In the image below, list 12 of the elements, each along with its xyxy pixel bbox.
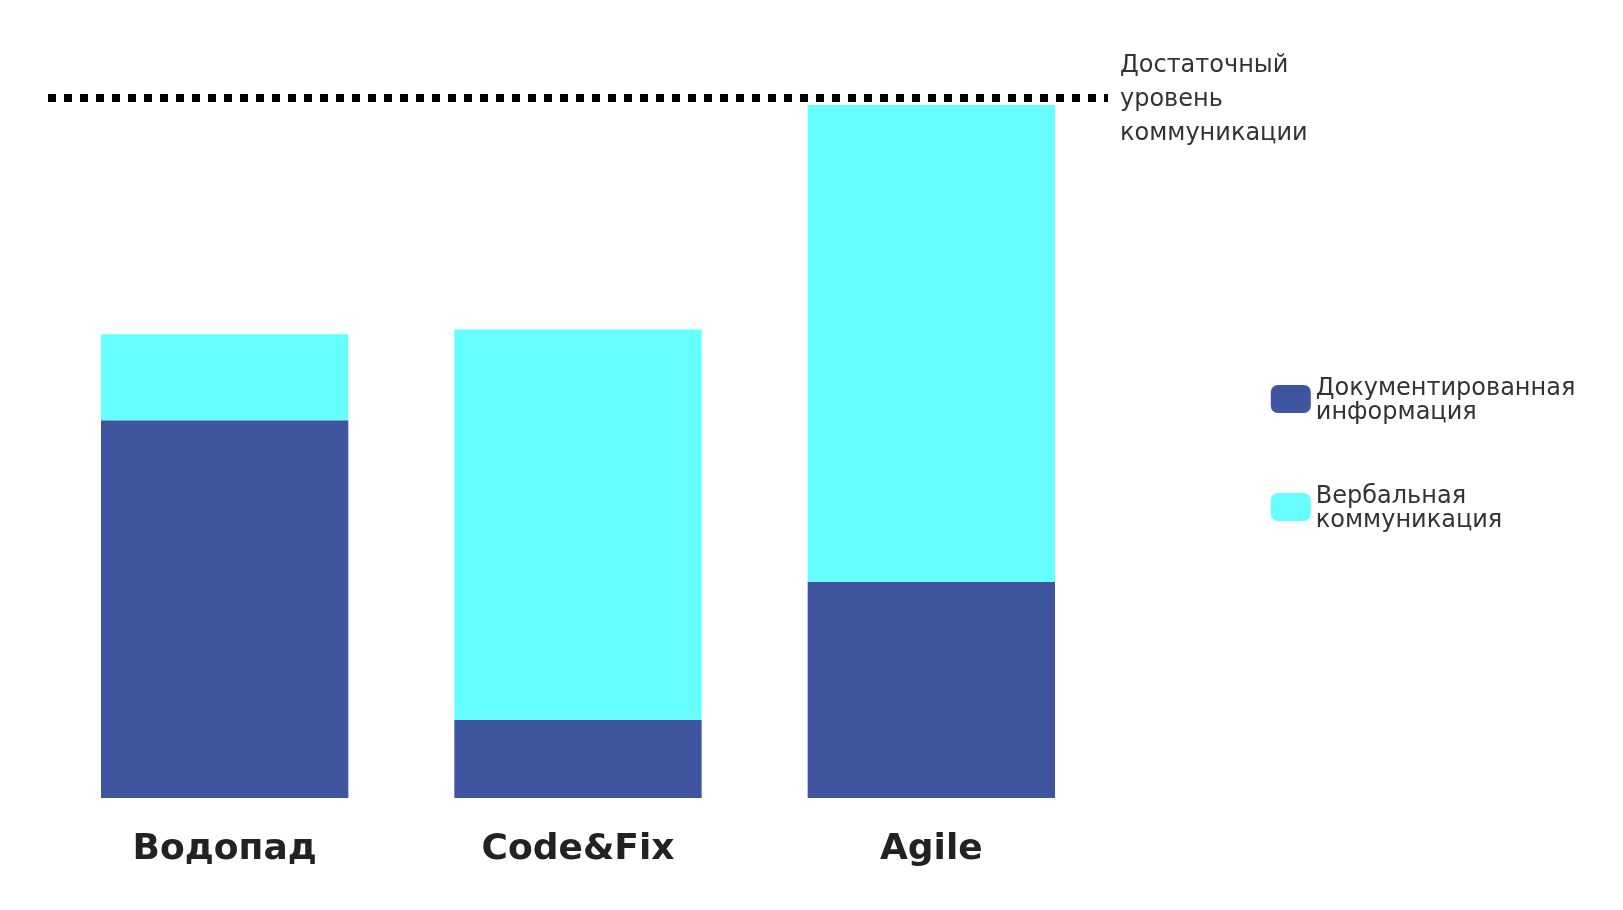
x-tick-label: Code&Fix — [481, 825, 675, 867]
legend-label: Вербальная коммуникация — [1315, 481, 1503, 533]
bar — [101, 334, 349, 421]
legend-label: Документированная информация — [1315, 373, 1583, 425]
ref-line-label: Достаточный уровень коммуникации — [1120, 50, 1308, 146]
x-tick-label: Agile — [879, 825, 983, 867]
bar — [807, 581, 1055, 798]
bar — [454, 719, 702, 798]
x-tick-label: Водопад — [132, 825, 317, 867]
bar — [807, 104, 1055, 582]
bar — [454, 329, 702, 720]
bar — [101, 420, 349, 798]
